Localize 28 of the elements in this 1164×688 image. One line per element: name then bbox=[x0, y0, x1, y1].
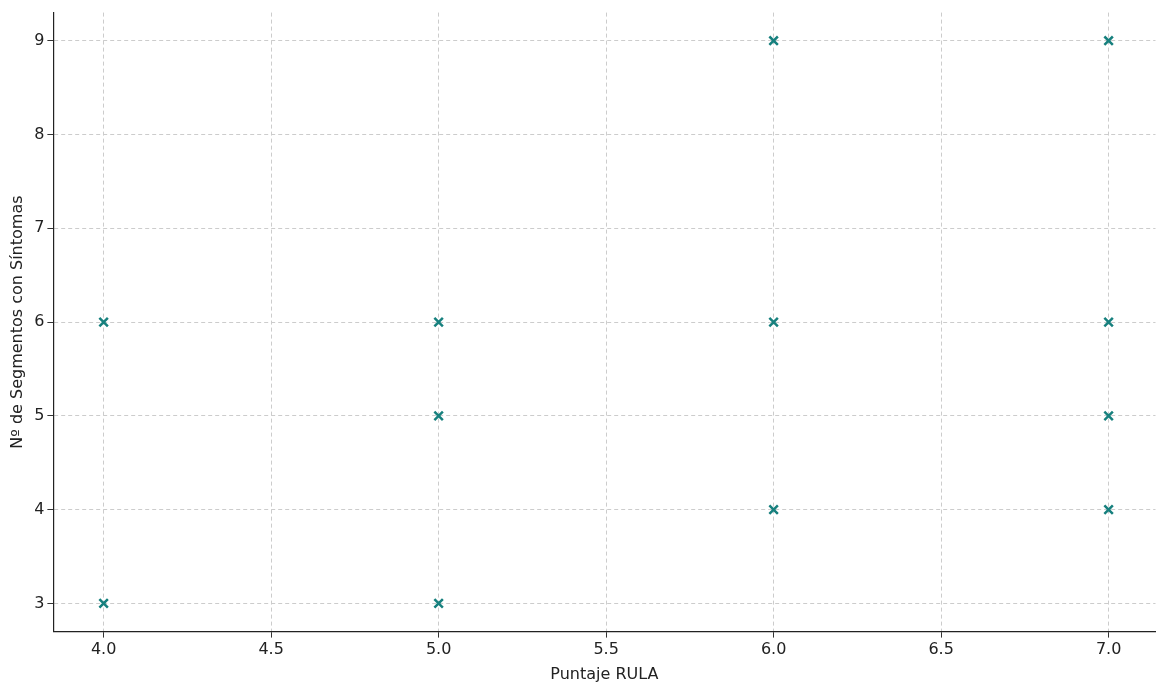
point bbox=[433, 410, 445, 422]
point bbox=[433, 597, 445, 609]
point bbox=[98, 316, 110, 328]
y-axis-title: Nº de Segmentos con Síntomas bbox=[6, 195, 26, 449]
x-tick-label: 6.5 bbox=[928, 639, 954, 659]
y-tick-label: 3 bbox=[34, 592, 45, 612]
x-axis-title: Puntaje RULA bbox=[550, 663, 659, 683]
x-tick-label: 4.0 bbox=[90, 639, 117, 659]
y-tick-label: 7 bbox=[34, 217, 45, 237]
point bbox=[1103, 504, 1115, 516]
point bbox=[768, 316, 780, 328]
x-tick-label: 7.0 bbox=[1095, 639, 1122, 659]
point bbox=[1103, 410, 1115, 422]
point bbox=[98, 597, 110, 609]
y-tick-label: 6 bbox=[34, 311, 45, 331]
point bbox=[1103, 35, 1115, 47]
y-tick-label: 4 bbox=[34, 498, 45, 518]
y-tick-label: 5 bbox=[34, 405, 45, 425]
point bbox=[768, 35, 780, 47]
x-tick-label: 6.0 bbox=[760, 639, 787, 659]
x-tick-label: 5.0 bbox=[425, 639, 452, 659]
y-tick-label: 8 bbox=[34, 123, 45, 143]
point bbox=[768, 504, 780, 516]
point bbox=[1103, 316, 1115, 328]
point bbox=[433, 316, 445, 328]
y-tick-label: 9 bbox=[34, 29, 45, 49]
x-tick-label: 5.5 bbox=[593, 639, 619, 659]
x-tick-label: 4.5 bbox=[258, 639, 284, 659]
